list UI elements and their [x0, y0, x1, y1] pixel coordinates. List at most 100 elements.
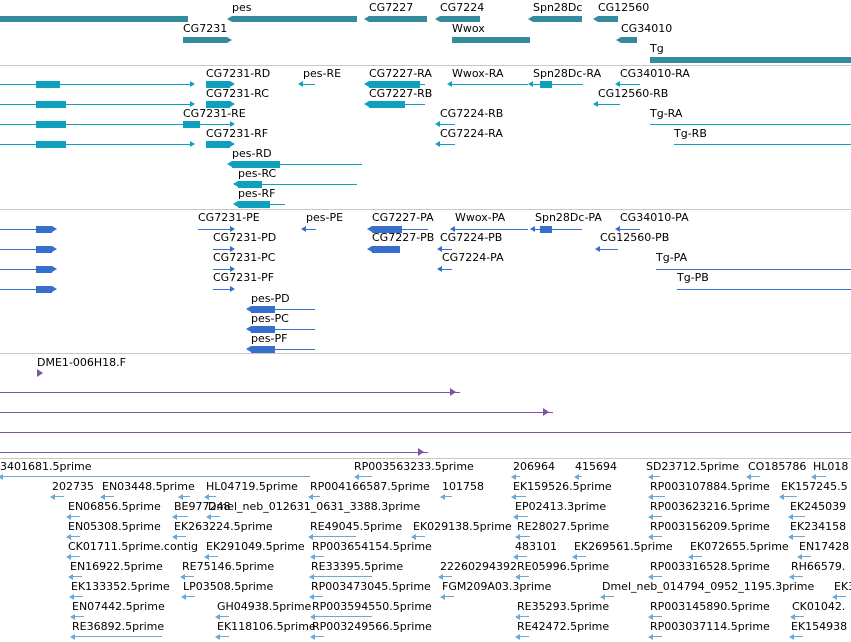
cds-exon-block[interactable]: [372, 246, 400, 253]
est-label[interactable]: EK157245.5: [781, 480, 848, 493]
transcript-exon-block[interactable]: [36, 141, 66, 148]
est-bar[interactable]: [834, 596, 846, 597]
cds-intron-line[interactable]: [442, 269, 452, 270]
gene-bar[interactable]: [0, 16, 188, 22]
transcript-intron-line[interactable]: [598, 104, 620, 105]
transcript-intron-line[interactable]: [0, 144, 190, 145]
gene-label[interactable]: Tg: [650, 42, 664, 55]
cds-intron-line[interactable]: [198, 229, 230, 230]
gene-bar[interactable]: [598, 16, 618, 22]
est-label[interactable]: RP003594550.5prime: [312, 600, 432, 613]
est-bar[interactable]: [602, 596, 614, 597]
est-bar[interactable]: [310, 496, 320, 497]
cds-intron-line[interactable]: [251, 349, 315, 350]
est-bar[interactable]: [312, 556, 324, 557]
est-bar[interactable]: [356, 476, 372, 477]
transcript-exon-block[interactable]: [369, 81, 420, 88]
transcript-intron-line[interactable]: [440, 144, 455, 145]
est-bar[interactable]: [513, 476, 520, 477]
cds-label[interactable]: CG7231-PF: [213, 271, 275, 284]
est-bar[interactable]: [650, 636, 662, 637]
est-bar[interactable]: [206, 496, 216, 497]
cds-label[interactable]: CG34010-PA: [620, 211, 689, 224]
est-label[interactable]: CO185786: [748, 460, 807, 473]
cds-label[interactable]: CG7231-PC: [213, 251, 276, 264]
gene-label[interactable]: pes: [232, 1, 252, 14]
est-bar[interactable]: [576, 476, 582, 477]
transcript-label[interactable]: Tg-RA: [650, 107, 683, 120]
transcript-exon-block[interactable]: [206, 101, 230, 108]
est-bar[interactable]: [513, 496, 526, 497]
est-bar[interactable]: [790, 516, 805, 517]
transcript-label[interactable]: CG7224-RB: [440, 107, 504, 120]
cds-label[interactable]: CG7224-PA: [442, 251, 504, 264]
transcript-intron-line[interactable]: [533, 84, 583, 85]
est-label[interactable]: EN05308.5prime: [68, 520, 161, 533]
transcript-exon-block[interactable]: [206, 81, 230, 88]
est-bar[interactable]: [174, 516, 188, 517]
transcript-exon-block[interactable]: [36, 81, 60, 88]
est-bar[interactable]: [574, 556, 586, 557]
cds-intron-line[interactable]: [213, 289, 230, 290]
transcript-label[interactable]: CG12560-RB: [598, 87, 669, 100]
cds-exon-block[interactable]: [251, 346, 275, 353]
cds-label[interactable]: CG7224-PB: [440, 231, 503, 244]
est-label[interactable]: Dmel_neb_014794_0952_1195.3prime: [602, 580, 815, 593]
est-label[interactable]: 483101: [515, 540, 557, 553]
transcript-label[interactable]: CG7224-RA: [440, 127, 503, 140]
est-label[interactable]: RE36892.5prime: [72, 620, 165, 633]
cds-exon-block[interactable]: [251, 306, 275, 313]
est-label[interactable]: Dmel_neb_012631_0631_3388.3prime: [208, 500, 421, 513]
est-label[interactable]: FGM209A03.3prime: [442, 580, 552, 593]
est-label[interactable]: LP03508.5prime: [183, 580, 274, 593]
clone-line[interactable]: [0, 412, 553, 413]
transcript-exon-block[interactable]: [36, 101, 66, 108]
cds-intron-line[interactable]: [600, 249, 618, 250]
transcript-label[interactable]: CG7227-RB: [369, 87, 433, 100]
est-bar[interactable]: [52, 496, 64, 497]
est-label[interactable]: 3401681.5prime: [0, 460, 92, 473]
est-label[interactable]: RE05996.5prime: [517, 560, 610, 573]
est-bar[interactable]: [517, 576, 529, 577]
est-bar[interactable]: [792, 616, 804, 617]
cds-intron-line[interactable]: [0, 289, 52, 290]
gene-bar[interactable]: [452, 37, 530, 43]
est-bar[interactable]: [650, 516, 662, 517]
cds-intron-line[interactable]: [306, 229, 316, 230]
gene-bar[interactable]: [369, 16, 427, 22]
est-label[interactable]: RP003156209.5prime: [650, 520, 770, 533]
transcript-intron-line[interactable]: [674, 144, 851, 145]
est-label[interactable]: RP003107884.5prime: [650, 480, 770, 493]
cds-exon-block[interactable]: [372, 226, 402, 233]
gene-bar[interactable]: [650, 57, 851, 63]
est-label[interactable]: 202735: [52, 480, 94, 493]
cds-label[interactable]: CG7231-PD: [213, 231, 277, 244]
est-bar[interactable]: [71, 596, 83, 597]
transcript-intron-line[interactable]: [0, 104, 190, 105]
cds-exon-block[interactable]: [36, 266, 52, 273]
est-bar[interactable]: [217, 636, 229, 637]
transcript-intron-line[interactable]: [0, 124, 190, 125]
est-bar[interactable]: [650, 616, 662, 617]
cds-exon-block[interactable]: [36, 286, 52, 293]
est-label[interactable]: RP003145890.5prime: [650, 600, 770, 613]
cds-intron-line[interactable]: [213, 269, 230, 270]
transcript-intron-line[interactable]: [232, 164, 362, 165]
transcript-label[interactable]: Spn28Dc-RA: [533, 67, 602, 80]
est-label[interactable]: RE35293.5prime: [517, 600, 610, 613]
est-label[interactable]: EP02413.3prime: [515, 500, 607, 513]
gene-bar[interactable]: [533, 16, 582, 22]
transcript-label[interactable]: pes-RF: [238, 187, 276, 200]
est-label[interactable]: RP003654154.5prime: [312, 540, 432, 553]
est-label[interactable]: EK159526.5prime: [513, 480, 612, 493]
gene-label[interactable]: CG34010: [621, 22, 673, 35]
cds-intron-line[interactable]: [656, 269, 851, 270]
est-label[interactable]: EN03448.5prime: [102, 480, 195, 493]
cds-label[interactable]: Tg-PA: [656, 251, 688, 264]
est-label[interactable]: RP003249566.5prime: [312, 620, 432, 633]
est-bar[interactable]: [650, 476, 660, 477]
est-bar[interactable]: [206, 556, 218, 557]
est-label[interactable]: EN16922.5prime: [70, 560, 163, 573]
est-bar[interactable]: [515, 556, 527, 557]
est-bar[interactable]: [0, 476, 310, 477]
